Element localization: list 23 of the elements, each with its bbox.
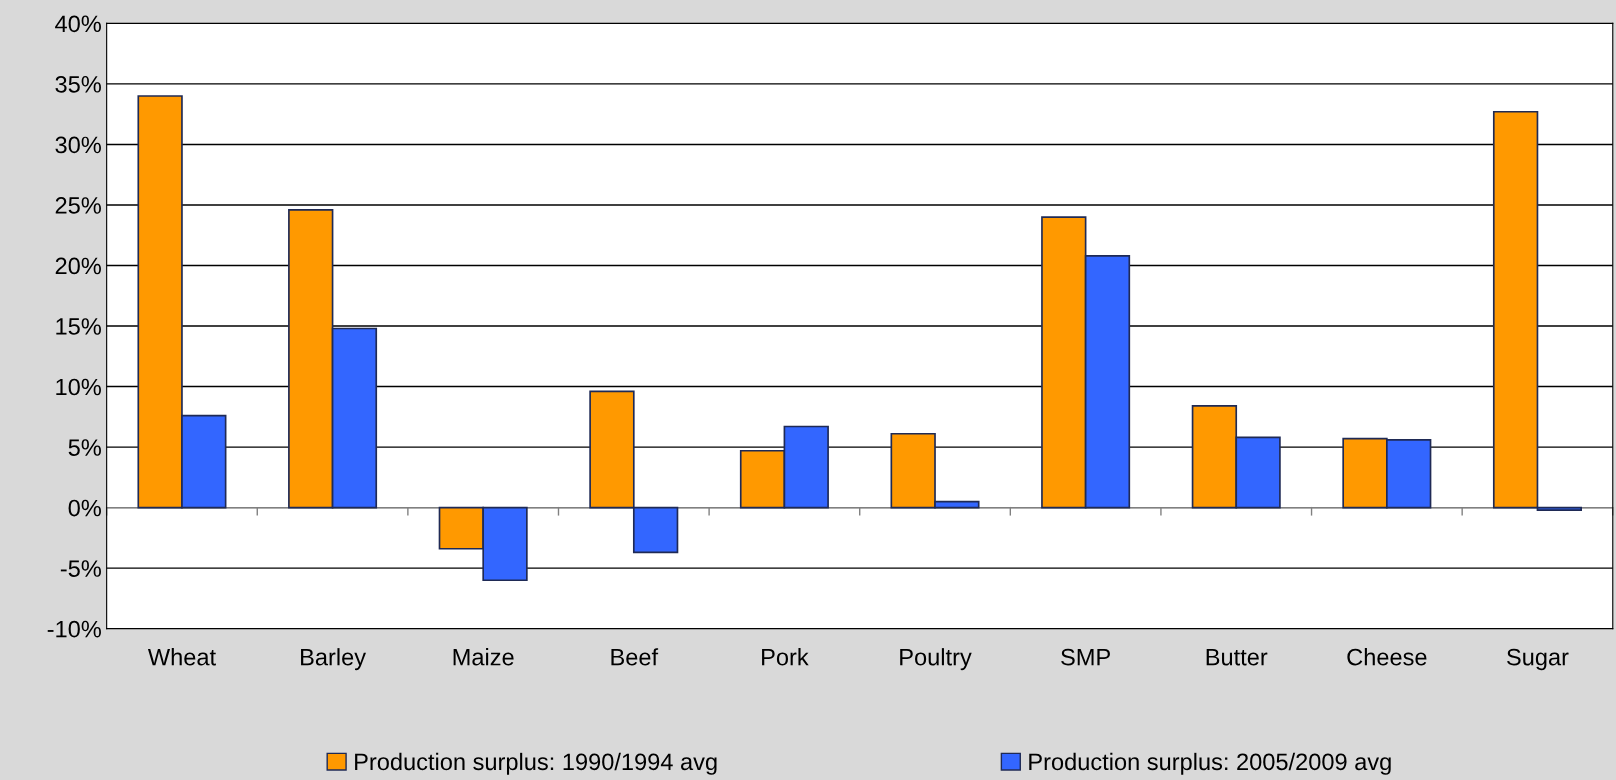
y-tick-label: 0% bbox=[68, 499, 101, 517]
y-tick-label: 40% bbox=[55, 15, 101, 33]
x-tick-label: Sugar bbox=[1507, 648, 1569, 671]
legend-label: Production surplus: 2005/2009 avg bbox=[1029, 752, 1391, 775]
x-tick-label: Poultry bbox=[900, 648, 972, 671]
x-tick-label: Butter bbox=[1206, 648, 1268, 666]
x-tick-label: SMP bbox=[1061, 648, 1110, 666]
x-tick-label: Maize bbox=[453, 648, 514, 666]
x-tick-label: Cheese bbox=[1347, 648, 1427, 666]
y-tick-label: -10% bbox=[47, 620, 101, 638]
x-tick-label: Wheat bbox=[147, 648, 216, 666]
x-tick-label: Beef bbox=[611, 648, 659, 666]
y-tick-label: 30% bbox=[55, 136, 101, 154]
x-tick-label: Pork bbox=[762, 648, 809, 666]
y-tick-label: 15% bbox=[56, 318, 101, 335]
x-tick-label: Barley bbox=[301, 648, 366, 671]
y-tick-label: 25% bbox=[55, 197, 101, 214]
y-tick-label: 35% bbox=[55, 76, 101, 93]
y-tick-label: 20% bbox=[55, 257, 101, 275]
legend-label: Production surplus: 1990/1994 avg bbox=[355, 752, 717, 775]
y-tick-label: -5% bbox=[60, 560, 101, 577]
y-tick-label: 5% bbox=[68, 439, 101, 456]
y-tick-label: 10% bbox=[56, 378, 101, 396]
